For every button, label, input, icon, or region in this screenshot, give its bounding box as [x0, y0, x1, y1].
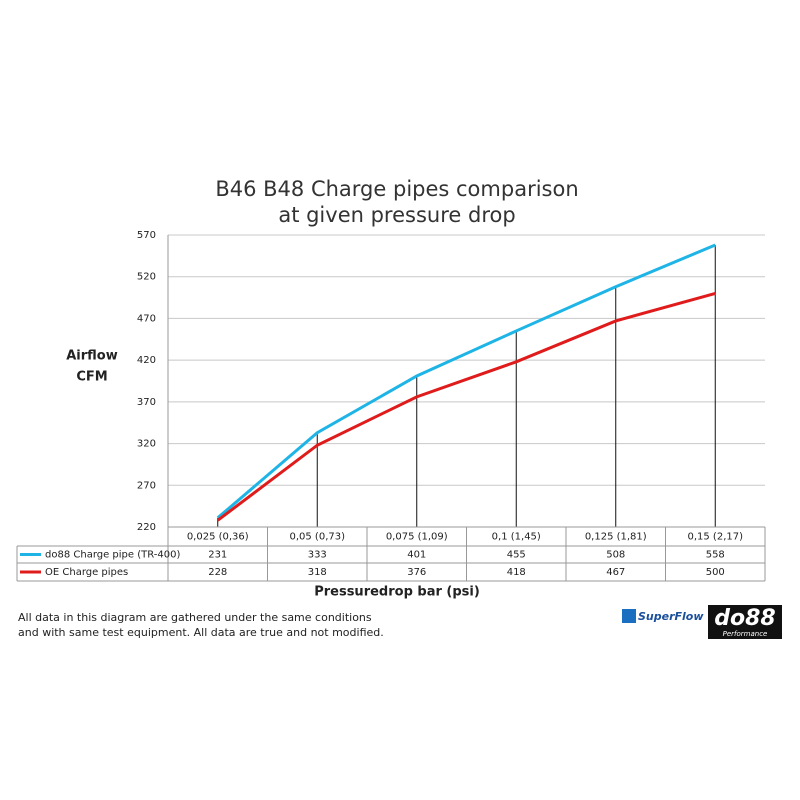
legend-label: OE Charge pipes [45, 567, 128, 578]
logo: SuperFlow [638, 610, 704, 623]
x-tick-label: 0,025 (0,36) [187, 532, 249, 543]
footnote: and with same test equipment. All data a… [18, 626, 384, 639]
series-line [216, 243, 716, 519]
footnote: All data in this diagram are gathered un… [18, 611, 372, 624]
table-value: 333 [308, 550, 327, 561]
table-value: 500 [706, 567, 725, 578]
y-tick-label: 270 [137, 480, 156, 491]
y-tick-label: 420 [137, 355, 156, 366]
logo: Performance [723, 630, 768, 638]
y-tick-label: 320 [137, 439, 156, 450]
table-value: 401 [407, 550, 426, 561]
x-tick-label: 0,075 (1,09) [386, 532, 448, 543]
table-value: 467 [606, 567, 625, 578]
y-tick-label: 520 [137, 272, 156, 283]
chart-title: B46 B48 Charge pipes comparison [215, 177, 578, 201]
x-tick-label: 0,1 (1,45) [492, 532, 541, 543]
x-tick-label: 0,05 (0,73) [289, 532, 345, 543]
x-tick-label: 0,125 (1,81) [585, 532, 647, 543]
table-value: 231 [208, 550, 227, 561]
y-axis-title: Airflow [66, 349, 118, 364]
legend-label: do88 Charge pipe (TR-400) [45, 550, 180, 561]
y-axis-title: CFM [76, 370, 107, 385]
chart-title: at given pressure drop [278, 203, 515, 227]
logo: do88 [714, 606, 775, 631]
table-value: 455 [507, 550, 526, 561]
logo-icon [622, 609, 636, 623]
series-line [216, 291, 716, 522]
y-tick-label: 570 [137, 230, 156, 241]
x-tick-label: 0,15 (2,17) [687, 532, 743, 543]
logo-box [708, 605, 782, 639]
x-axis-title: Pressuredrop bar (psi) [314, 585, 480, 600]
y-tick-label: 370 [137, 397, 156, 408]
table-value: 228 [208, 567, 227, 578]
table-value: 558 [706, 550, 725, 561]
table-value: 376 [407, 567, 426, 578]
table-value: 418 [507, 567, 526, 578]
y-tick-label: 470 [137, 313, 156, 324]
y-tick-label: 220 [137, 522, 156, 533]
table-value: 508 [606, 550, 625, 561]
table-value: 318 [308, 567, 327, 578]
